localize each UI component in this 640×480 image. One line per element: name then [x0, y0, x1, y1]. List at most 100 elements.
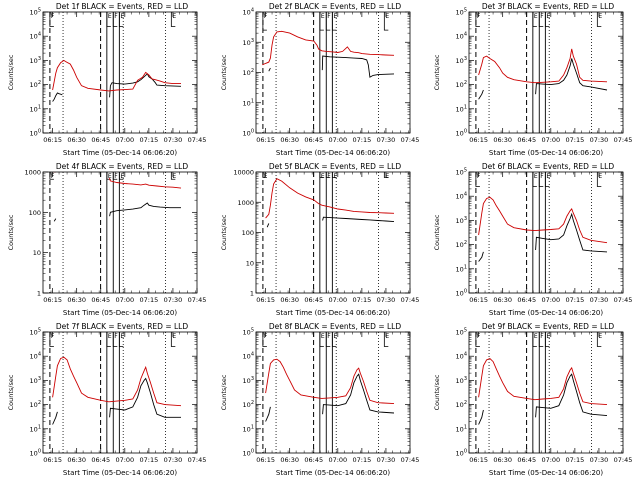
svg-text:E: E	[546, 173, 550, 180]
events-series-line	[52, 73, 182, 102]
x-tick-label: 07:00	[541, 456, 560, 464]
time-flag: E	[331, 172, 337, 180]
x-tick-label: 06:30	[67, 296, 86, 304]
time-flag: F	[325, 12, 331, 31]
svg-text:E: E	[333, 173, 337, 180]
x-tick-label: 06:30	[67, 136, 86, 144]
x-tick-label: 07:15	[140, 296, 159, 304]
y-tick-label: 103	[243, 376, 254, 385]
chart-title: Det 5f BLACK = Events, RED = LLD	[269, 162, 402, 171]
svg-text:F: F	[327, 173, 331, 180]
y-tick-label: 104	[456, 32, 467, 41]
svg-text:E: E	[108, 173, 112, 180]
x-tick-label: 07:00	[115, 296, 134, 304]
x-tick-label: 07:00	[115, 136, 134, 144]
chart-title: Det 8f BLACK = Events, RED = LLD	[269, 322, 402, 331]
svg-text:F: F	[327, 333, 331, 340]
time-flag: E	[532, 332, 538, 347]
x-tick-label: 06:45	[304, 456, 323, 464]
detector-panel-7: Det 7f BLACK = Events, RED = LLD Counts/s…	[0, 320, 213, 480]
time-flag: E	[106, 12, 112, 27]
events-series-line	[266, 216, 395, 228]
y-axis-label: Counts/sec	[7, 214, 15, 250]
svg-text:E: E	[598, 173, 602, 180]
chart-title: Det 2f BLACK = Events, RED = LLD	[269, 2, 402, 11]
time-flag: E	[170, 332, 176, 347]
x-tick-label: 07:30	[590, 136, 609, 144]
time-flag: E	[532, 172, 538, 187]
detector-panel-8: Det 8f BLACK = Events, RED = LLD Counts/s…	[213, 320, 426, 480]
x-tick-label: 06:15	[469, 456, 488, 464]
svg-text:E: E	[321, 13, 325, 20]
lld-series-line	[478, 357, 608, 406]
time-flag: E	[544, 332, 550, 347]
x-tick-label: 06:15	[469, 136, 488, 144]
svg-text:F: F	[540, 173, 544, 180]
detector-chart-5: Det 5f BLACK = Events, RED = LLD Counts/s…	[220, 162, 419, 317]
x-tick-label: 06:15	[256, 296, 275, 304]
svg-text:F: F	[540, 13, 544, 20]
time-flag: E	[383, 12, 389, 31]
lld-series-line	[52, 356, 182, 407]
y-tick-label: 102	[30, 80, 41, 89]
svg-text:E: E	[172, 333, 176, 340]
time-flag: E	[544, 172, 550, 187]
y-tick-label: 102	[456, 400, 467, 409]
svg-text:E: E	[333, 333, 337, 340]
x-axis-label: Start Time (05-Dec-14 06:06:20)	[63, 309, 177, 317]
detector-chart-2: Det 2f BLACK = Events, RED = LLD Counts/s…	[220, 2, 419, 157]
x-tick-label: 07:15	[353, 456, 372, 464]
y-axis-label: Counts/sec	[220, 374, 228, 410]
detector-panel-6: Det 6f BLACK = Events, RED = LLD Counts/s…	[426, 160, 639, 320]
svg-text:E: E	[534, 333, 538, 340]
x-tick-label: 07:45	[188, 456, 207, 464]
y-tick-label: 105	[30, 8, 41, 17]
y-tick-label: 100	[243, 449, 254, 458]
y-tick-label: 102	[30, 400, 41, 409]
lld-series-line	[478, 196, 608, 244]
events-series-line	[52, 377, 181, 425]
x-tick-label: 07:00	[328, 296, 347, 304]
svg-text:F: F	[540, 333, 544, 340]
x-tick-label: 06:45	[91, 296, 110, 304]
y-tick-label: 105	[456, 8, 467, 17]
time-flag: E	[118, 332, 124, 347]
lld-series-line	[52, 59, 181, 92]
x-tick-label: 06:45	[517, 296, 536, 304]
time-flag: E	[596, 12, 602, 27]
x-tick-label: 07:30	[164, 296, 183, 304]
y-tick-label: 10	[246, 259, 254, 267]
y-tick-label: 101	[243, 98, 254, 107]
y-tick-label: 104	[243, 352, 254, 361]
x-tick-label: 06:45	[304, 296, 323, 304]
chart-title: Det 7f BLACK = Events, RED = LLD	[56, 322, 189, 331]
y-tick-label: 10	[33, 249, 41, 257]
y-tick-label: 1000	[237, 199, 254, 207]
time-flag: F	[325, 332, 331, 347]
x-tick-label: 06:45	[517, 456, 536, 464]
chart-title: Det 1f BLACK = Events, RED = LLD	[56, 2, 189, 11]
svg-text:E: E	[546, 333, 550, 340]
y-tick-label: 100	[30, 449, 41, 458]
y-tick-label: 101	[243, 424, 254, 433]
time-flag: E	[544, 12, 550, 27]
y-tick-label: 101	[456, 264, 467, 273]
detector-panel-9: Det 9f BLACK = Events, RED = LLD Counts/s…	[426, 320, 639, 480]
x-axis-label: Start Time (05-Dec-14 06:06:20)	[63, 149, 177, 157]
svg-text:F: F	[327, 13, 331, 20]
time-flag: E	[319, 332, 325, 347]
y-axis-label: Counts/sec	[433, 214, 441, 250]
x-tick-label: 07:30	[164, 456, 183, 464]
lld-series-line	[478, 48, 608, 84]
y-tick-label: 100	[456, 449, 467, 458]
x-tick-label: 06:30	[67, 456, 86, 464]
events-series-line	[53, 202, 181, 222]
x-tick-label: 06:15	[43, 136, 62, 144]
x-tick-label: 07:45	[188, 136, 207, 144]
y-axis-label: Counts/sec	[433, 54, 441, 90]
y-tick-label: 101	[456, 424, 467, 433]
chart-title: Det 3f BLACK = Events, RED = LLD	[482, 2, 615, 11]
y-axis-label: Counts/sec	[7, 54, 15, 90]
x-axis-label: Start Time (05-Dec-14 06:06:20)	[276, 469, 390, 477]
y-tick-label: 105	[243, 328, 254, 337]
